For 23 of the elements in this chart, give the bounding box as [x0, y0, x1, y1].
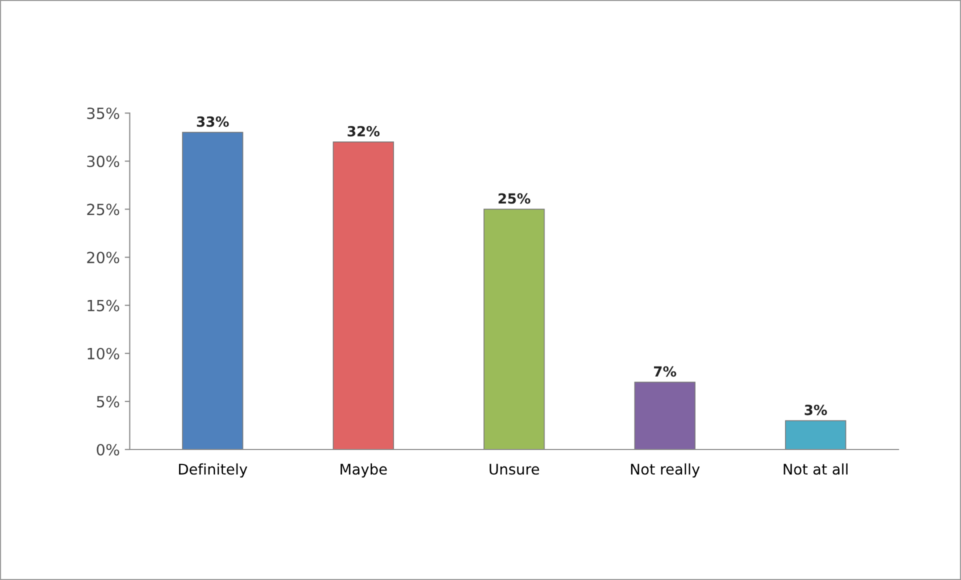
y-tick-label: 20% — [87, 252, 120, 264]
bar — [634, 382, 696, 450]
x-tick-label: Unsure — [490, 464, 540, 475]
y-tick-label: 35% — [87, 108, 120, 120]
data-label: 32% — [348, 126, 380, 136]
y-tick-label: 0% — [96, 444, 120, 456]
bar — [332, 142, 394, 450]
y-tick-label: 5% — [96, 396, 120, 408]
bar — [182, 132, 244, 450]
y-tick-label: 10% — [88, 348, 120, 360]
y-tick-label: 25% — [87, 204, 120, 216]
data-label: 3% — [804, 404, 827, 416]
y-tick-label: 15% — [88, 300, 120, 312]
data-label: 7% — [654, 366, 676, 377]
x-tick-label: Maybe — [340, 463, 387, 478]
data-label: 33% — [196, 116, 229, 127]
bar — [484, 208, 545, 450]
x-tick-label: Definitely — [179, 463, 248, 478]
x-tick-label: Not at all — [784, 463, 848, 475]
data-label: 25% — [498, 193, 530, 204]
y-tick-label: 30% — [87, 156, 120, 168]
bar — [785, 420, 846, 450]
x-tick-label: Not really — [631, 463, 700, 478]
